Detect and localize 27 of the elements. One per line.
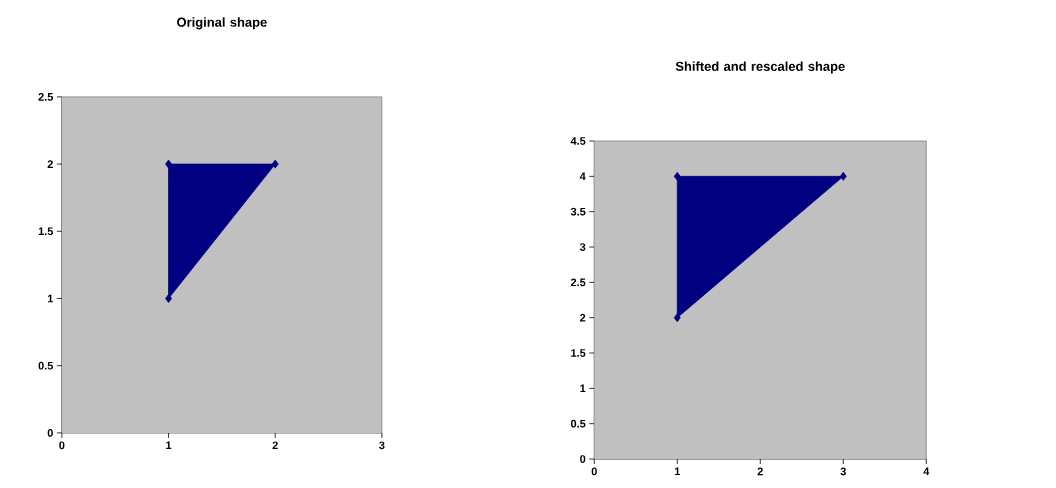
y-tick-label: 2.5 xyxy=(570,278,586,287)
chart-title: Original shape xyxy=(177,17,267,30)
y-tick-label: 2 xyxy=(580,313,586,322)
y-tick-label: 3.5 xyxy=(570,207,586,216)
y-tick-label: 1.5 xyxy=(38,227,54,236)
x-tick-label: 0 xyxy=(59,441,65,450)
y-tick-label: 1 xyxy=(47,294,54,303)
y-tick-label: 2.5 xyxy=(38,93,54,101)
x-tick-label: 1 xyxy=(166,441,172,449)
x-tick-label: 4 xyxy=(923,467,930,476)
y-tick-label: 1.5 xyxy=(571,349,586,357)
x-tick-label: 3 xyxy=(379,441,385,450)
x-tick-label: 1 xyxy=(674,467,681,476)
x-tick-label: 2 xyxy=(272,441,278,450)
y-tick-label: 1 xyxy=(580,384,586,393)
y-tick-label: 0 xyxy=(580,455,586,463)
y-tick-label: 4.5 xyxy=(570,137,586,145)
y-tick-label: 2 xyxy=(47,160,53,168)
y-tick-label: 4 xyxy=(579,172,586,181)
x-tick-label: 3 xyxy=(840,467,846,476)
y-tick-label: 3 xyxy=(579,243,586,251)
y-tick-label: 0.5 xyxy=(38,361,54,370)
y-tick-label: 0.5 xyxy=(570,419,586,428)
y-tick-label: 0 xyxy=(47,429,53,437)
x-tick-label: 0 xyxy=(591,467,597,476)
chart-title: Shifted and rescaled shape xyxy=(675,61,845,74)
x-tick-label: 2 xyxy=(757,467,763,476)
